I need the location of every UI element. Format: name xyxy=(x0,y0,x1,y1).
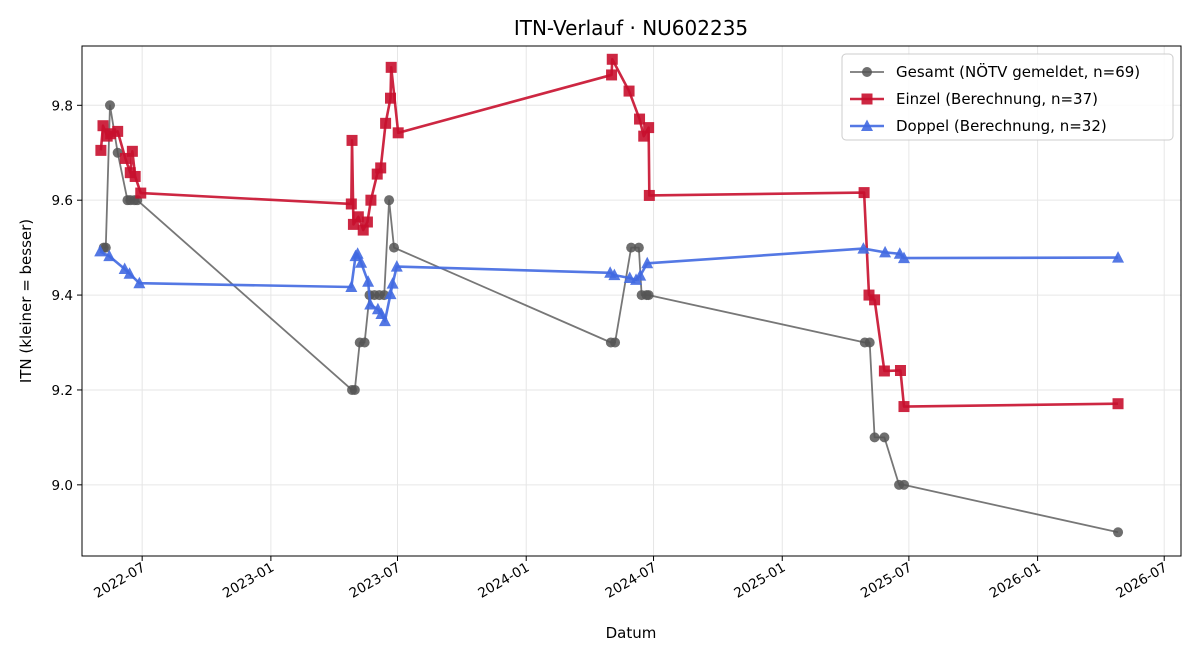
data-point xyxy=(357,224,369,236)
data-point xyxy=(362,275,375,287)
data-point xyxy=(359,337,370,348)
legend: Gesamt (NÖTV gemeldet, n=69) Einzel (Bere… xyxy=(841,53,1174,141)
data-point xyxy=(606,69,618,81)
data-point xyxy=(389,242,400,253)
data-point xyxy=(1112,398,1124,410)
data-point xyxy=(869,432,880,443)
x-axis-label: Datum xyxy=(606,624,657,642)
data-point xyxy=(633,242,644,253)
data-point xyxy=(643,189,655,201)
data-point xyxy=(897,251,910,264)
data-point xyxy=(863,289,875,301)
data-point xyxy=(626,242,637,253)
chart-title: ITN-Verlauf · NU602235 xyxy=(514,16,748,40)
legend-label: Gesamt (NÖTV gemeldet, n=69) xyxy=(896,62,1140,81)
data-point xyxy=(347,218,359,230)
data-point xyxy=(898,479,909,490)
data-point xyxy=(634,269,647,281)
y-tick-label: 9.8 xyxy=(52,98,73,114)
data-point xyxy=(606,53,618,65)
data-point xyxy=(390,260,403,272)
data-point xyxy=(643,122,655,134)
data-point xyxy=(385,61,397,73)
y-tick-label: 9.2 xyxy=(52,383,73,399)
series-triangle xyxy=(94,242,1125,327)
data-point xyxy=(345,280,358,293)
data-point xyxy=(94,244,107,257)
data-point xyxy=(349,384,360,395)
data-point xyxy=(610,337,621,348)
data-point xyxy=(378,314,391,327)
data-point xyxy=(361,216,373,228)
y-tick-label: 9.4 xyxy=(52,288,73,304)
data-point xyxy=(345,198,357,210)
data-point xyxy=(608,268,621,281)
plot-area xyxy=(94,53,1125,538)
data-point xyxy=(1112,251,1125,263)
data-point xyxy=(879,432,890,443)
legend-label: Einzel (Berechnung, n=37) xyxy=(896,90,1098,108)
y-axis: 9.0 9.2 9.4 9.6 9.8 xyxy=(52,98,82,494)
series-line xyxy=(99,247,1119,323)
data-point xyxy=(133,276,146,289)
data-point xyxy=(385,92,397,104)
legend-label: Doppel (Berechnung, n=32) xyxy=(896,117,1107,135)
data-point xyxy=(104,100,115,111)
data-point xyxy=(384,287,397,300)
data-point xyxy=(112,125,124,137)
plot-frame xyxy=(81,45,1182,557)
data-point xyxy=(643,290,654,301)
y-axis-label: ITN (kleiner = besser) xyxy=(17,219,35,383)
data-point xyxy=(103,249,116,262)
data-point xyxy=(355,256,368,268)
data-point xyxy=(384,195,395,206)
series-square xyxy=(95,53,1124,413)
data-point xyxy=(1113,527,1124,538)
data-point xyxy=(869,294,881,306)
data-point xyxy=(105,128,117,140)
data-point xyxy=(126,145,138,157)
data-point xyxy=(364,298,377,310)
legend-marker xyxy=(862,67,872,77)
data-point xyxy=(386,277,399,289)
data-point xyxy=(623,85,635,97)
y-tick-label: 9.6 xyxy=(52,193,73,209)
data-point xyxy=(634,113,646,125)
legend-marker xyxy=(861,93,873,105)
data-point xyxy=(100,242,111,253)
data-point xyxy=(95,144,107,156)
data-point xyxy=(864,337,875,348)
data-point xyxy=(641,256,654,269)
data-point xyxy=(375,162,387,174)
data-point xyxy=(858,187,870,199)
data-point xyxy=(879,245,892,258)
data-point xyxy=(392,127,404,139)
data-point xyxy=(857,242,870,254)
data-point xyxy=(346,134,358,146)
data-point xyxy=(894,365,906,377)
data-point xyxy=(352,211,364,223)
data-point xyxy=(129,170,141,182)
data-point xyxy=(119,152,131,164)
data-point xyxy=(638,130,650,142)
data-point xyxy=(380,117,392,129)
data-point xyxy=(351,247,364,259)
data-point xyxy=(135,187,147,199)
data-point xyxy=(371,168,383,180)
y-tick-label: 9.0 xyxy=(52,478,73,494)
data-point xyxy=(878,365,890,377)
data-point xyxy=(365,194,377,206)
data-point xyxy=(123,267,136,279)
data-point xyxy=(97,120,109,132)
data-point xyxy=(898,401,910,413)
legend-frame xyxy=(841,53,1174,141)
legend-marker xyxy=(861,119,873,131)
